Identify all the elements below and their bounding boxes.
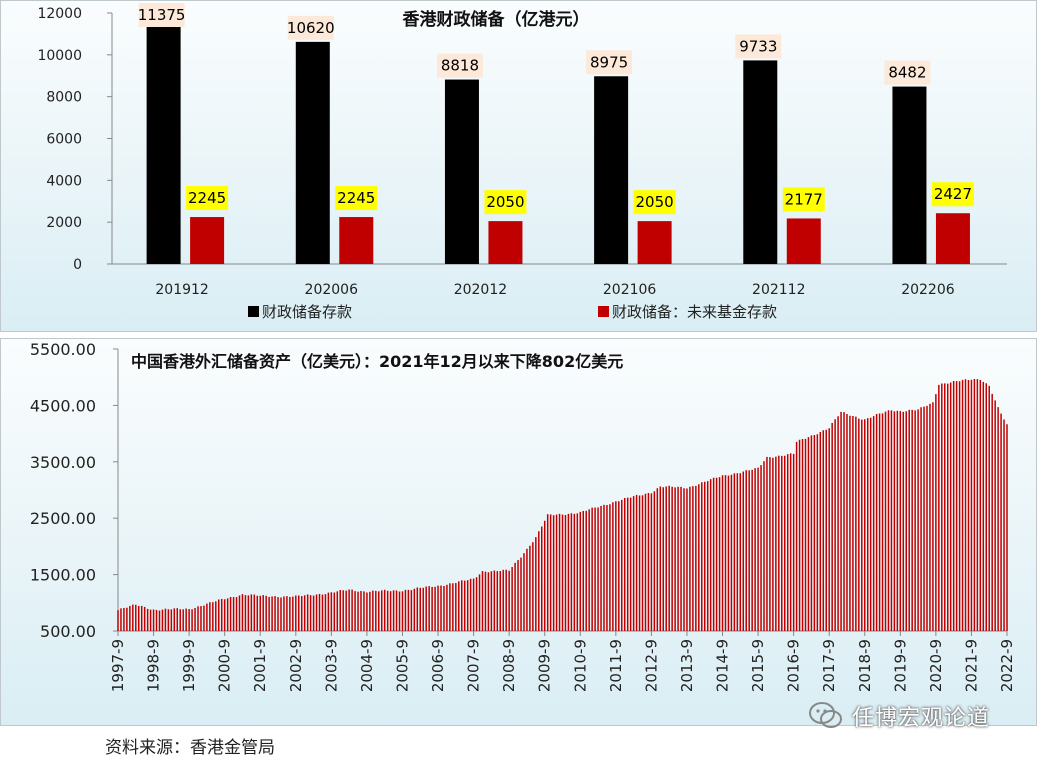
x-tick-label: 1997-9 [109, 639, 127, 692]
x-tick-label: 2018-9 [856, 639, 874, 692]
x-tick-label: 2003-9 [322, 639, 340, 692]
x-tick-label: 2019-9 [891, 639, 909, 692]
x-tick-label: 2020-9 [927, 639, 945, 692]
bar-deposit [146, 26, 181, 264]
x-tick-label: 2001-9 [251, 639, 269, 692]
monthly-bars [117, 378, 1008, 631]
data-label-bg [484, 190, 527, 215]
x-tick-label: 202112 [752, 282, 805, 298]
data-label: 9733 [739, 37, 777, 55]
data-label: 2427 [934, 185, 972, 203]
y-tick-label: 10000 [37, 48, 82, 64]
x-tick-label: 1999-9 [180, 639, 198, 692]
bar-deposit [892, 86, 927, 264]
y-tick-label: 5500.00 [30, 340, 96, 359]
fx-reserves-chart: 500.00 1500.00 2500.00 3500.00 4500.00 5500.0… [0, 338, 1037, 726]
bar-future-fund [786, 218, 821, 264]
bar-deposit [743, 60, 778, 264]
data-label-bg [633, 190, 676, 215]
data-label-bg [335, 186, 378, 211]
data-label: 8482 [888, 64, 926, 82]
x-tick-label: 2000-9 [216, 639, 234, 692]
data-label: 2245 [188, 189, 226, 207]
bar-future-fund [339, 217, 374, 264]
x-tick-label: 2006-9 [429, 639, 447, 692]
x-tick-label: 2011-9 [607, 639, 625, 692]
data-label-bg [586, 50, 633, 75]
y-tick-label: 4000 [46, 173, 82, 189]
x-tick-label: 2004-9 [358, 639, 376, 692]
source-note: 资料来源：香港金管局 [105, 738, 275, 758]
wechat-watermark: 任博宏观论道 [808, 698, 990, 734]
y-tick-label: 6000 [46, 132, 82, 148]
data-label: 2050 [486, 193, 524, 211]
data-label: 11375 [138, 6, 186, 24]
y-tick-label: 0 [73, 257, 82, 273]
y-tick-label: 4500.00 [30, 396, 96, 415]
legend-swatch-2 [598, 306, 609, 317]
x-tick-label: 201912 [155, 282, 208, 298]
data-label-bg [287, 15, 334, 40]
legend-label-2: 财政储备：未来基金存款 [612, 303, 777, 321]
y-tick-label: 2000 [46, 215, 82, 231]
y-tick-label: 1500.00 [30, 566, 96, 585]
x-tick-label: 1998-9 [145, 639, 163, 692]
x-tick-label: 2021-9 [962, 639, 980, 692]
data-label-bg [884, 60, 931, 85]
x-tick-label: 2008-9 [500, 639, 518, 692]
bar-deposit [444, 79, 479, 265]
x-tick-label: 202106 [603, 282, 657, 298]
chart-title: 中国香港外汇储备资产（亿美元）：2021年12月以来下降802亿美元 [131, 352, 623, 371]
bar-deposit [594, 76, 629, 264]
data-label-bg [138, 3, 185, 27]
bar-future-fund [637, 221, 672, 264]
x-tick-label: 2012-9 [642, 639, 660, 692]
x-tick-label: 2007-9 [465, 639, 483, 692]
y-tick-label: 12000 [37, 6, 82, 22]
x-tick-label: 202012 [454, 282, 507, 298]
fiscal-reserves-chart: 0 2000 4000 6000 8000 10000 12000 香港财政储备（亿港元） 11… [0, 0, 1037, 332]
wechat-logo-icon [808, 701, 844, 731]
fiscal-reserves-svg: 0 2000 4000 6000 8000 10000 12000 香港财政储备（亿港元） 11… [37, 3, 1007, 321]
bar-future-fund [488, 221, 523, 264]
x-tick-label: 2013-9 [678, 639, 696, 692]
data-label-bg [782, 187, 825, 212]
data-label-bg [436, 53, 483, 78]
x-tick-label: 2017-9 [820, 639, 838, 692]
x-tick-label: 2005-9 [393, 639, 411, 692]
data-label-bg [186, 186, 229, 211]
data-label: 8818 [441, 57, 479, 75]
y-tick-label: 8000 [46, 90, 82, 106]
x-tick-label: 2010-9 [571, 639, 589, 692]
chart-title: 香港财政储备（亿港元） [403, 9, 590, 30]
legend-label-1: 财政储备存款 [262, 303, 352, 321]
bar-future-fund [935, 213, 970, 264]
x-tick-label: 2002-9 [287, 639, 305, 692]
x-tick-label: 2014-9 [714, 639, 732, 692]
data-label: 10620 [287, 19, 335, 37]
data-label: 2177 [785, 190, 823, 208]
bar-deposit [295, 41, 330, 264]
x-tick-label: 2009-9 [536, 639, 554, 692]
x-tick-label: 2016-9 [785, 639, 803, 692]
fx-reserves-svg: 500.00 1500.00 2500.00 3500.00 4500.00 5500.0… [30, 340, 1016, 692]
y-tick-label: 2500.00 [30, 509, 96, 528]
x-tick-label: 202006 [305, 282, 359, 298]
data-label-bg [931, 182, 974, 207]
y-tick-label: 3500.00 [30, 453, 96, 472]
x-tick-label: 202206 [901, 282, 955, 298]
x-tick-label: 2022-9 [998, 639, 1016, 692]
data-label: 8975 [590, 53, 628, 71]
data-label-bg [735, 34, 782, 59]
bar-future-fund [190, 217, 225, 264]
y-tick-label: 500.00 [40, 622, 96, 641]
x-tick-label: 2015-9 [749, 639, 767, 692]
data-label: 2050 [636, 193, 674, 211]
data-label: 2245 [337, 189, 375, 207]
legend-swatch-1 [248, 306, 259, 317]
watermark-text: 任博宏观论道 [852, 706, 991, 731]
